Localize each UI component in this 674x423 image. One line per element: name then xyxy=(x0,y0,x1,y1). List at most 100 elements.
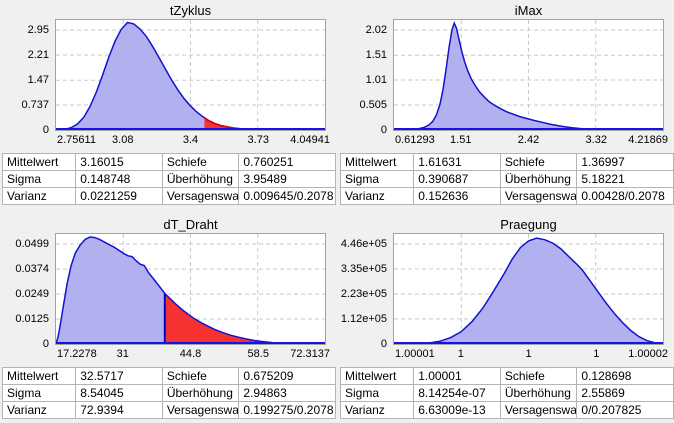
x-tick-label: 3.32 xyxy=(585,134,607,146)
stats-row: Mittelwert 1.00001 Schiefe 0.128698 xyxy=(339,367,674,385)
plot-area[interactable] xyxy=(393,233,664,345)
panel-dt-draht: dT_Draht 0.0499 0.0374 0.0249 0.0125 0 17.22… xyxy=(1,216,336,419)
stat-label: Varianz xyxy=(339,187,415,205)
y-tick-label: 3.35e+05 xyxy=(340,262,387,275)
stat-label: Überhöhung xyxy=(499,384,578,402)
x-tick-label: 3.73 xyxy=(247,134,269,146)
density-plot xyxy=(394,20,663,130)
stats-row: Mittelwert 1.61631 Schiefe 1.36997 xyxy=(339,153,674,171)
stat-label: Überhöhung xyxy=(161,170,240,188)
y-tick-label: 2.95 xyxy=(27,24,49,36)
x-tick-label: 1 xyxy=(525,348,532,360)
y-tick-label: 0.505 xyxy=(359,99,387,111)
stat-label: Schiefe xyxy=(499,367,578,385)
stats-row: Mittelwert 3.16015 Schiefe 0.760251 xyxy=(1,153,336,171)
x-axis-labels: 17.2278 31 44.8 58.5 72.3137 xyxy=(55,347,330,363)
x-tick-label: 58.5 xyxy=(247,348,269,360)
y-tick-label: 0.0374 xyxy=(15,263,49,276)
stat-label: Versagenswahr xyxy=(499,187,578,205)
stat-value: 0.675209 xyxy=(238,367,336,385)
stats-row: Mittelwert 32.5717 Schiefe 0.675209 xyxy=(1,367,336,385)
stats-row: Sigma 0.148748 Überhöhung 3.95489 xyxy=(1,170,336,188)
y-tick-label: 0 xyxy=(42,124,49,136)
y-tick-label: 1.51 xyxy=(365,49,387,62)
stat-value: 1.36997 xyxy=(576,153,674,171)
plot-area[interactable] xyxy=(393,19,664,131)
density-plot xyxy=(56,234,325,344)
stat-label: Sigma xyxy=(339,170,415,188)
x-tick-label: 4.21869 xyxy=(628,134,668,146)
stat-value: 3.95489 xyxy=(238,170,336,188)
y-axis-labels: 2.95 2.21 1.47 0.737 0 xyxy=(2,19,51,136)
stat-value: 0.199275/0.2078 xyxy=(238,401,336,419)
stat-value: 0.0221259 xyxy=(75,187,163,205)
panel-tzyklus: tZyklus 2.95 2.21 1.47 0.737 0 2.75611 3.08 3.… xyxy=(1,2,336,205)
x-tick-label: 0.61293 xyxy=(395,134,435,146)
y-tick-label: 0.0499 xyxy=(15,238,49,250)
stat-value: 0.390687 xyxy=(413,170,501,188)
density-plot xyxy=(56,20,325,130)
x-tick-label: 1.00001 xyxy=(395,348,435,360)
stat-value: 1.00001 xyxy=(413,367,501,385)
stat-label: Varianz xyxy=(1,187,77,205)
stats-row: Varianz0.0221259Versagenswahr0.009645/0.… xyxy=(1,187,336,205)
stat-value: 8.54045 xyxy=(75,384,163,402)
stats-row: Sigma 8.54045 Überhöhung 2.94863 xyxy=(1,384,336,402)
stat-value: 0.00428/0.2078 xyxy=(576,187,674,205)
x-tick-label: 1 xyxy=(457,348,464,360)
stat-value: 0.148748 xyxy=(75,170,163,188)
plot-zone: 0.0499 0.0374 0.0249 0.0125 0 xyxy=(2,233,336,350)
stat-value: 0.009645/0.2078 xyxy=(238,187,336,205)
stat-label: Versagenswahr xyxy=(161,187,240,205)
y-tick-label: 0.0125 xyxy=(15,313,49,325)
plot-title: dT_Draht xyxy=(163,217,218,232)
y-tick-label: 4.46e+05 xyxy=(340,238,387,250)
x-tick-label: 3.4 xyxy=(182,134,199,146)
x-tick-label: 1.00002 xyxy=(628,348,668,360)
x-tick-label: 1 xyxy=(593,348,600,360)
x-axis-labels: 1.00001 1 1 1 1.00002 xyxy=(393,347,668,363)
stat-label: Schiefe xyxy=(499,153,578,171)
stats-table: Mittelwert 3.16015 Schiefe 0.760251 Sigma 0.1… xyxy=(1,153,336,205)
stat-value: 0.760251 xyxy=(238,153,336,171)
x-tick-label: 31 xyxy=(116,348,129,360)
panel-praegung: Praegung 4.46e+05 3.35e+05 2.23e+05 1.12e+0… xyxy=(339,216,674,419)
plot-area[interactable] xyxy=(55,19,326,131)
y-tick-label: 0.0249 xyxy=(15,288,49,301)
stat-value: 8.14254e-07 xyxy=(413,384,501,402)
y-tick-label: 0 xyxy=(380,338,387,350)
plot-title: Praegung xyxy=(500,217,557,232)
stat-value: 72.9394 xyxy=(75,401,163,419)
plot-title: iMax xyxy=(514,3,543,18)
stat-label: Varianz xyxy=(339,401,415,419)
stat-label: Versagenswahr xyxy=(499,401,578,419)
y-tick-label: 1.01 xyxy=(365,74,387,86)
stat-value: 3.16015 xyxy=(75,153,163,171)
y-tick-label: 2.23e+05 xyxy=(340,288,387,300)
plot-zone: 2.02 1.51 1.01 0.505 0 xyxy=(340,19,674,136)
stat-label: Versagenswahr xyxy=(161,401,240,419)
stat-label: Mittelwert xyxy=(1,367,77,385)
stats-row: Varianz6.63009e-13Versagenswahr0/0.20782… xyxy=(339,401,674,419)
stat-label: Mittelwert xyxy=(1,153,77,171)
stat-label: Sigma xyxy=(339,384,415,402)
stat-label: Überhöhung xyxy=(499,170,578,188)
y-tick-label: 1.12e+05 xyxy=(340,312,387,325)
stat-value: 2.55869 xyxy=(576,384,674,402)
x-axis-labels: 0.61293 1.51 2.42 3.32 4.21869 xyxy=(393,133,668,149)
plot-area[interactable] xyxy=(55,233,326,345)
y-tick-label: 1.47 xyxy=(27,74,49,87)
stat-label: Mittelwert xyxy=(339,153,415,171)
stat-label: Schiefe xyxy=(161,367,240,385)
stat-value: 0/0.207825 xyxy=(576,401,674,419)
x-tick-label: 72.3137 xyxy=(290,348,330,360)
stat-value: 0.152636 xyxy=(413,187,501,205)
stat-value: 6.63009e-13 xyxy=(413,401,501,419)
stats-row: Sigma 0.390687 Überhöhung 5.18221 xyxy=(339,170,674,188)
stat-value: 1.61631 xyxy=(413,153,501,171)
stats-row: Varianz0.152636Versagenswahr0.00428/0.20… xyxy=(339,187,674,205)
plot-zone: 4.46e+05 3.35e+05 2.23e+05 1.12e+05 0 xyxy=(340,233,674,350)
x-tick-label: 4.04941 xyxy=(290,134,330,146)
stats-table: Mittelwert 32.5717 Schiefe 0.675209 Sigma 8.5… xyxy=(1,367,336,419)
